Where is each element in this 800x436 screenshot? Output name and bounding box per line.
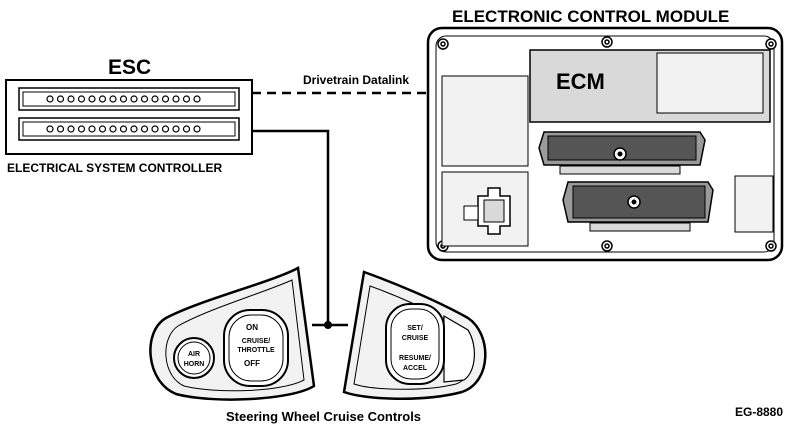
esc-connector-pin bbox=[88, 125, 96, 133]
esc-connector-pin bbox=[130, 125, 138, 133]
set-cruise-label-line1: SET/ bbox=[407, 325, 423, 332]
esc-connector-pin bbox=[193, 95, 201, 103]
esc-connector-pin bbox=[172, 95, 180, 103]
resume-accel-label-line1: RESUME/ bbox=[399, 355, 431, 362]
esc-connector-pin bbox=[130, 95, 138, 103]
esc-connector-pin bbox=[151, 95, 159, 103]
esc-connector-pins-top bbox=[46, 95, 201, 103]
esc-connector-pin bbox=[172, 125, 180, 133]
esc-title: ESC bbox=[108, 56, 152, 79]
esc-connector-pin bbox=[119, 95, 128, 103]
esc-connector-pin bbox=[140, 95, 149, 103]
cruise-on-label: ON bbox=[246, 323, 258, 332]
esc-connector-pin bbox=[151, 125, 159, 133]
esc-connector-pin bbox=[140, 125, 149, 133]
steering-controls-caption: Steering Wheel Cruise Controls bbox=[226, 409, 422, 424]
cruise-throttle-label-line2: THROTTLE bbox=[237, 347, 275, 354]
ecm-small-connector bbox=[463, 187, 511, 235]
esc-connector-pin bbox=[46, 95, 54, 103]
steering-pad-left: AIR HORN ON CRUISE/ THROTTLE OFF bbox=[149, 266, 316, 401]
esc-connector-pin bbox=[88, 95, 96, 103]
air-horn-button[interactable]: AIR HORN bbox=[173, 337, 215, 379]
esc-connector-pin bbox=[67, 125, 75, 133]
esc-connector-pin bbox=[161, 95, 170, 103]
ecm-module: ECM bbox=[426, 26, 784, 262]
esc-connector-pin bbox=[109, 125, 117, 133]
ecm-connector-upper bbox=[538, 131, 706, 175]
esc-connector-pin bbox=[77, 125, 86, 133]
esc-connector-pin bbox=[98, 95, 107, 103]
esc-connector-pin bbox=[77, 95, 86, 103]
esc-connector-pins-bottom bbox=[46, 125, 201, 133]
esc-connector-pin bbox=[182, 95, 191, 103]
ecm-module-title: ELECTRONIC CONTROL MODULE bbox=[452, 7, 730, 26]
esc-connector-pin bbox=[67, 95, 75, 103]
datalink-label: Drivetrain Datalink bbox=[303, 73, 410, 87]
cruise-off-label: OFF bbox=[244, 359, 260, 368]
esc-connector-pin bbox=[161, 125, 170, 133]
steering-pad-right: SET/ CRUISE RESUME/ ACCEL bbox=[342, 270, 487, 401]
esc-connector-pin bbox=[119, 125, 128, 133]
esc-module bbox=[5, 79, 253, 155]
figure-id: EG-8880 bbox=[735, 405, 784, 419]
set-resume-rocker-switch[interactable]: SET/ CRUISE RESUME/ ACCEL bbox=[385, 303, 445, 385]
esc-connector-pin bbox=[56, 95, 65, 103]
air-horn-label-line1: AIR bbox=[188, 351, 200, 358]
set-cruise-label-line2: CRUISE bbox=[402, 335, 429, 342]
esc-connector-pin bbox=[46, 125, 54, 133]
air-horn-label-line2: HORN bbox=[184, 361, 205, 368]
esc-caption: ELECTRICAL SYSTEM CONTROLLER bbox=[7, 161, 223, 175]
esc-connector-pin bbox=[109, 95, 117, 103]
esc-connector-pin bbox=[182, 125, 191, 133]
resume-accel-label-line2: ACCEL bbox=[403, 365, 428, 372]
esc-connector-pin bbox=[56, 125, 65, 133]
cruise-throttle-label-line1: CRUISE/ bbox=[242, 338, 270, 345]
esc-connector-pin bbox=[193, 125, 201, 133]
esc-connector-pin bbox=[98, 125, 107, 133]
ecm-connector-lower bbox=[562, 181, 714, 232]
cruise-throttle-rocker-switch[interactable]: ON CRUISE/ THROTTLE OFF bbox=[223, 309, 289, 387]
wire-junction-dot bbox=[324, 321, 332, 329]
ecm-label: ECM bbox=[556, 69, 605, 94]
esc-to-steering-wire bbox=[252, 129, 330, 324]
